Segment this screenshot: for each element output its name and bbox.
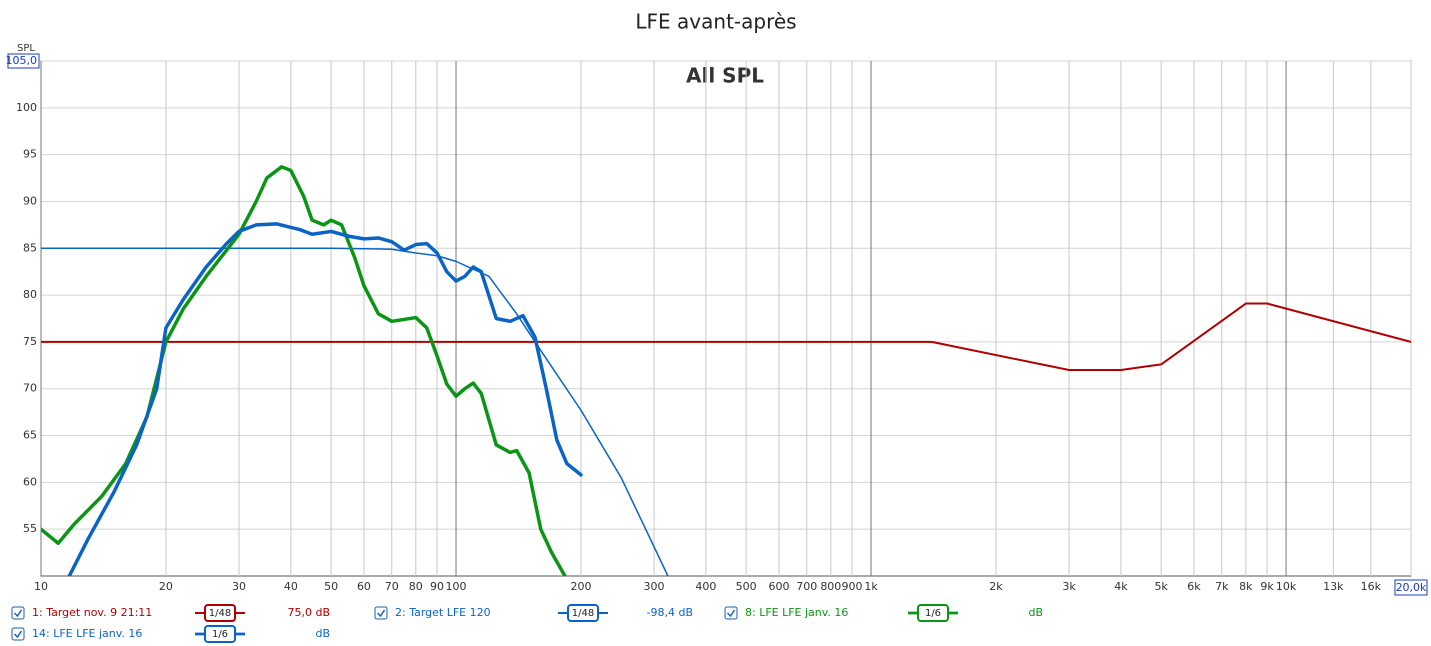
legend-smoothing-box[interactable] bbox=[917, 604, 949, 622]
legend-checkbox[interactable] bbox=[11, 606, 25, 620]
y-tick-label: 95 bbox=[23, 148, 37, 161]
labels: 55 60 65 70 75 80 85 90 95 100 105,0 10 20 30 40 50 60 70… bbox=[6, 53, 1428, 596]
x-tick-label: 900 bbox=[842, 580, 863, 593]
legend-name: 14: LFE LFE janv. 16 bbox=[32, 627, 142, 640]
plot-area bbox=[40, 60, 1412, 577]
x-tick-label: 90 bbox=[430, 580, 444, 593]
x-tick-label: 30 bbox=[232, 580, 246, 593]
y-tick-label: 65 bbox=[23, 429, 37, 442]
legend-name: 8: LFE LFE janv. 16 bbox=[745, 606, 848, 619]
x-tick-label: 13k bbox=[1323, 580, 1344, 593]
legend-name: 2: Target LFE 120 bbox=[395, 606, 491, 619]
x-tick-label: 60 bbox=[357, 580, 371, 593]
x-tick-label: 80 bbox=[409, 580, 423, 593]
annotation: All SPL bbox=[686, 64, 764, 88]
x-limit-box bbox=[1394, 579, 1428, 596]
legend-checkbox[interactable] bbox=[724, 606, 738, 620]
series-line bbox=[41, 302, 1411, 371]
x-tick-label: 1k bbox=[864, 580, 878, 593]
x-tick-label: 20 bbox=[159, 580, 173, 593]
legend-smoothing-box[interactable] bbox=[204, 625, 236, 643]
legend: 1: Target nov. 9 21:11 1/48 75,0 dB 2: Targ… bbox=[11, 604, 1043, 643]
grid bbox=[40, 60, 1412, 576]
lines bbox=[41, 165, 1411, 576]
x-tick-label: 6k bbox=[1187, 580, 1201, 593]
x-tick-label: 800 bbox=[820, 580, 841, 593]
legend-smoothing: 1/48 bbox=[209, 608, 231, 619]
y-axis-label: SPL bbox=[17, 43, 35, 54]
y-tick-label: 80 bbox=[23, 288, 37, 301]
y-tick-label: 70 bbox=[23, 382, 37, 395]
legend-smoothing: 1/6 bbox=[212, 629, 228, 640]
legend-smoothing-box[interactable] bbox=[204, 604, 236, 622]
x-tick-label: 8k bbox=[1239, 580, 1253, 593]
x-tick-label: 300 bbox=[644, 580, 665, 593]
legend-smoothing: 1/48 bbox=[572, 608, 594, 619]
x-tick-label: 4k bbox=[1114, 580, 1128, 593]
x-tick-label: 600 bbox=[768, 580, 789, 593]
legend-level: 75,0 dB bbox=[287, 606, 330, 619]
legend-level: dB bbox=[1028, 606, 1043, 619]
x-tick-label: 50 bbox=[324, 580, 338, 593]
y-tick-label: 55 bbox=[23, 522, 37, 535]
x-tick-label: 100 bbox=[446, 580, 467, 593]
chart-title: LFE avant-après bbox=[635, 10, 796, 34]
y-tick-label: 105,0 bbox=[6, 54, 38, 67]
legend-name: 1: Target nov. 9 21:11 bbox=[32, 606, 152, 619]
x-tick-label: 5k bbox=[1154, 580, 1168, 593]
legend-check bbox=[13, 630, 23, 639]
y-tick-label: 75 bbox=[23, 335, 37, 348]
legend-check bbox=[13, 609, 23, 618]
x-tick-label: 70 bbox=[385, 580, 399, 593]
x-tick-label: 500 bbox=[736, 580, 757, 593]
x-tick-label: 20,0k bbox=[1396, 581, 1427, 594]
legend-smoothing: 1/6 bbox=[925, 608, 941, 619]
legend-level: dB bbox=[315, 627, 330, 640]
legend-checkbox[interactable] bbox=[11, 627, 25, 641]
series-line bbox=[41, 165, 567, 576]
x-tick-label: 10 bbox=[34, 580, 48, 593]
x-tick-label: 700 bbox=[796, 580, 817, 593]
y-tick-label: 60 bbox=[23, 475, 37, 488]
legend-smoothing-box[interactable] bbox=[567, 604, 599, 622]
legend-level: -98,4 dB bbox=[647, 606, 694, 619]
x-tick-label: 16k bbox=[1361, 580, 1382, 593]
y-tick-label: 100 bbox=[16, 101, 37, 114]
y-tick-label: 90 bbox=[23, 194, 37, 207]
x-tick-label: 10k bbox=[1276, 580, 1297, 593]
legend-check bbox=[726, 609, 736, 618]
x-tick-label: 200 bbox=[570, 580, 591, 593]
x-tick-label: 400 bbox=[695, 580, 716, 593]
x-tick-label: 2k bbox=[989, 580, 1003, 593]
legend-checkbox[interactable] bbox=[374, 606, 388, 620]
x-tick-label: 40 bbox=[284, 580, 298, 593]
series-line bbox=[67, 222, 583, 576]
x-tick-label: 9k bbox=[1260, 580, 1274, 593]
x-tick-label: 3k bbox=[1062, 580, 1076, 593]
legend-check bbox=[376, 609, 386, 618]
y-tick-label: 85 bbox=[23, 241, 37, 254]
y-limit-box bbox=[7, 53, 40, 69]
x-tick-label: 7k bbox=[1215, 580, 1229, 593]
